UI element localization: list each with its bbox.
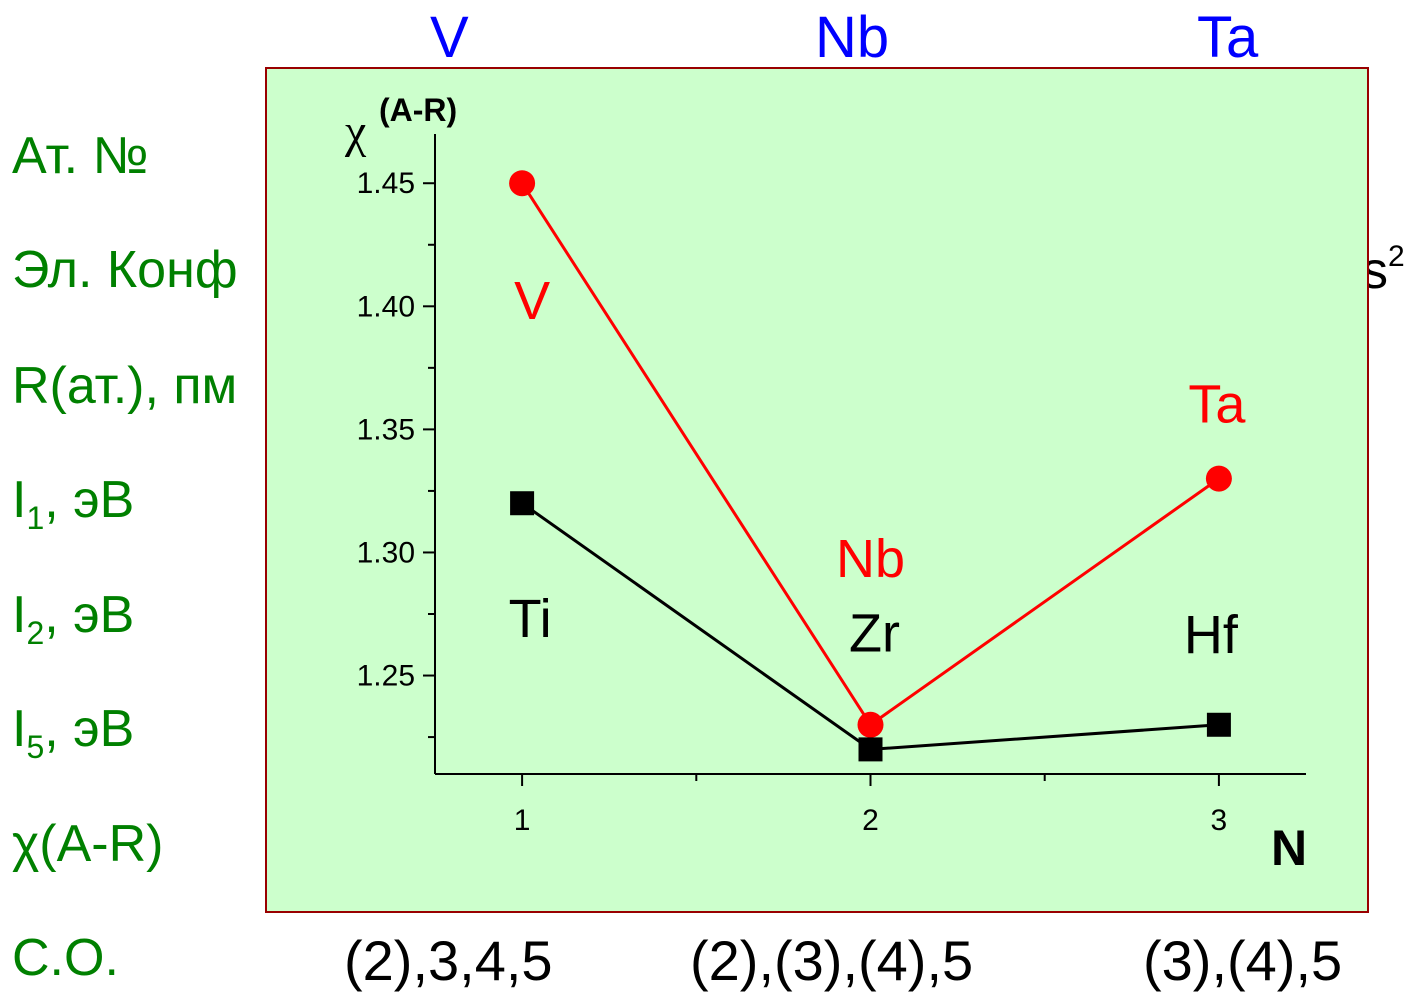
x-tick-label: 1 xyxy=(514,804,531,837)
oxidation-states-ta: (3),(4),5 xyxy=(1143,929,1343,992)
point-label-v: V xyxy=(514,271,550,331)
chart-lines xyxy=(520,182,1220,751)
i2-unit: , эВ xyxy=(44,586,135,644)
electron-config-fragment-sup: 2 xyxy=(1388,240,1405,273)
data-point-hf xyxy=(1206,712,1231,737)
x-tick-label: 2 xyxy=(862,804,879,837)
header-nb: Nb xyxy=(815,5,890,70)
row-label-electron-config: Эл. Конф xyxy=(12,241,238,299)
row-label-atomic-number: Ат. № xyxy=(12,127,149,185)
oxidation-states-nb: (2),(3),(4),5 xyxy=(690,929,974,992)
point-label-ti: Ti xyxy=(509,589,552,649)
oxidation-states-v: (2),3,4,5 xyxy=(344,929,553,992)
y-tick-label: 1.35 xyxy=(357,413,415,446)
i1-base: I xyxy=(12,471,27,529)
i2-base: I xyxy=(12,586,27,644)
header-v: V xyxy=(430,5,469,70)
i5-subscript: 5 xyxy=(26,729,45,765)
chart-axes: 1.25 1.30 1.35 1.40 1.45 1 2 3 χ (A-R) N xyxy=(344,92,1307,876)
data-point-v xyxy=(509,170,536,197)
point-label-nb: Nb xyxy=(836,529,905,589)
point-label-ta: Ta xyxy=(1188,375,1246,435)
chart-panel: 1.25 1.30 1.35 1.40 1.45 1 2 3 χ (A-R) N V Nb Ta Ti Zr… xyxy=(265,67,1369,913)
data-point-ti xyxy=(510,491,535,516)
i5-unit: , эВ xyxy=(44,700,135,758)
chart-marks xyxy=(509,170,1232,762)
point-label-hf: Hf xyxy=(1184,605,1239,665)
y-axis-title: χ xyxy=(344,105,367,158)
chart-labels: V Nb Ta Ti Zr Hf xyxy=(509,271,1247,665)
data-point-ta xyxy=(1205,465,1232,492)
header-ta: Ta xyxy=(1197,5,1259,70)
y-tick-label: 1.40 xyxy=(357,290,415,323)
chart-svg: 1.25 1.30 1.35 1.40 1.45 1 2 3 χ (A-R) N V Nb Ta Ti Zr… xyxy=(344,92,1307,876)
i2-subscript: 2 xyxy=(26,615,45,651)
row-label-i1: I1, эВ xyxy=(12,470,134,537)
i1-unit: , эВ xyxy=(44,471,135,529)
row-label-oxidation-states: С.О. xyxy=(12,929,119,987)
data-point-zr xyxy=(858,737,883,762)
x-axis-title: N xyxy=(1271,820,1307,876)
i5-base: I xyxy=(12,700,27,758)
row-label-i2: I2, эВ xyxy=(12,585,134,652)
row-label-chi: χ(A-R) xyxy=(12,815,164,873)
point-label-zr: Zr xyxy=(849,603,900,663)
data-point-nb xyxy=(857,711,884,738)
y-tick-label: 1.25 xyxy=(357,660,415,693)
y-tick-label: 1.30 xyxy=(357,536,415,569)
i1-subscript: 1 xyxy=(26,500,45,536)
y-tick-label: 1.45 xyxy=(357,167,415,200)
row-label-atomic-radius: R(ат.), пм xyxy=(12,357,238,415)
row-label-i5: I5, эВ xyxy=(12,699,134,766)
y-axis-title-superscript: (A-R) xyxy=(379,92,457,128)
x-tick-label: 3 xyxy=(1211,804,1228,837)
